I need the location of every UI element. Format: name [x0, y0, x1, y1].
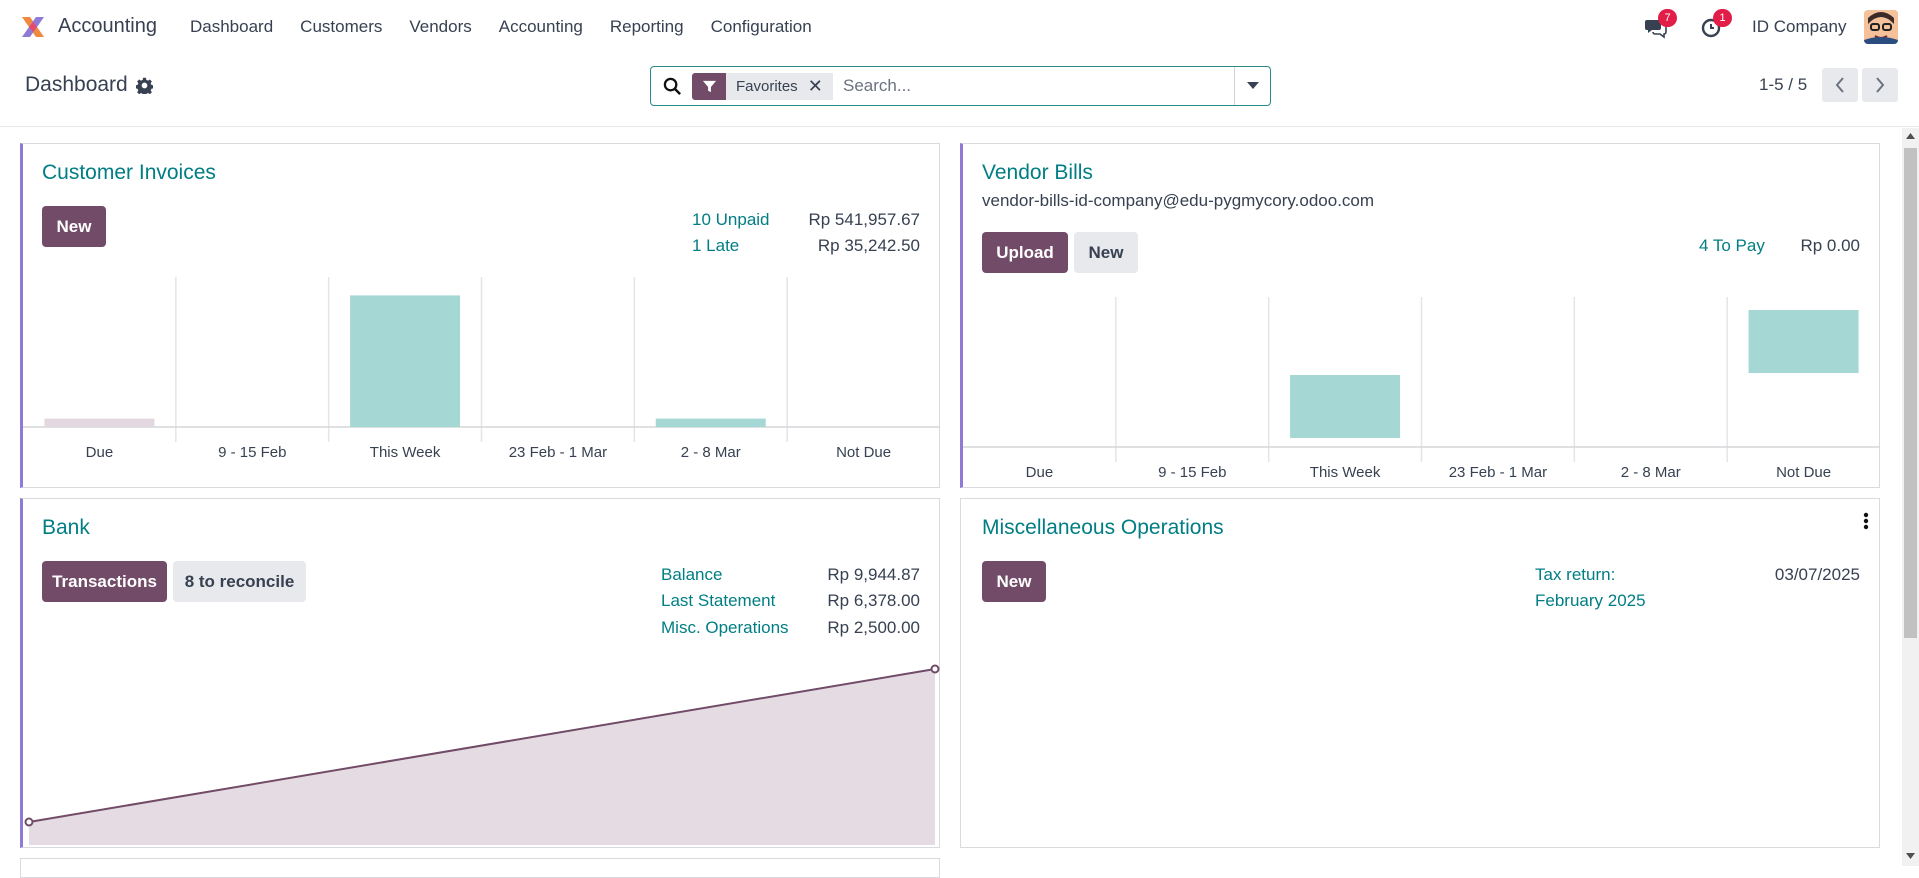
main-menu: Dashboard Customers Vendors Accounting R… [190, 17, 839, 37]
chart-tick-label: Not Due [1776, 464, 1832, 481]
gear-icon[interactable] [135, 77, 153, 94]
unpaid-invoices-amount: Rp 541,957.67 [808, 210, 920, 229]
menu-vendors[interactable]: Vendors [409, 17, 472, 36]
chart-tick-label: This Week [369, 444, 441, 461]
scroll-down-icon[interactable] [1906, 853, 1915, 859]
menu-customers[interactable]: Customers [300, 17, 383, 36]
chart-bar[interactable] [1290, 375, 1401, 438]
new-invoice-button[interactable]: New [42, 206, 106, 247]
chart-tick-label: This Week [1309, 464, 1381, 481]
pager-value[interactable]: 1-5 / 5 [1759, 75, 1808, 94]
scroll-up-icon[interactable] [1906, 133, 1915, 139]
clock-icon [1701, 18, 1721, 38]
menu-reporting[interactable]: Reporting [609, 17, 684, 36]
facet-value-text: Favorites [736, 78, 798, 95]
bills-to-pay-link[interactable]: 4 To Pay [1699, 236, 1765, 255]
chart-bar[interactable] [655, 418, 766, 427]
upload-bill-button[interactable]: Upload [982, 232, 1068, 273]
user-avatar-icon [1864, 10, 1898, 44]
chart-bar[interactable] [44, 418, 155, 427]
chart-tick-label: Not Due [836, 444, 892, 461]
user-avatar[interactable] [1864, 10, 1898, 44]
menu-dashboard[interactable]: Dashboard [190, 17, 274, 36]
caret-down-icon [1246, 82, 1259, 89]
balance-amount: Rp 9,944.87 [827, 565, 920, 584]
control-panel: Dashboard Favorites ✕ [0, 55, 1919, 127]
vendor-bills-email: vendor-bills-id-company@edu-pygmycory.od… [982, 191, 1375, 210]
page-title: Dashboard [25, 73, 128, 96]
chart-area [29, 669, 935, 845]
bank-balance-chart[interactable] [23, 659, 940, 849]
search-options-toggle[interactable] [1234, 67, 1270, 105]
tax-return-date: 03/07/2025 [1774, 565, 1860, 584]
vendor-bills-card: Vendor Bills vendor-bills-id-company@edu… [960, 143, 1880, 488]
chart-tick-label: 2 - 8 Mar [1620, 464, 1681, 481]
misc-operations-amount: Rp 2,500.00 [827, 618, 920, 637]
activities-button[interactable]: 1 [1699, 9, 1732, 39]
new-bill-button[interactable]: New [1074, 232, 1138, 273]
chart-bar[interactable] [1748, 310, 1859, 373]
search-icon[interactable] [663, 77, 682, 96]
messages-button[interactable]: 7 [1644, 9, 1677, 39]
chart-tick-label: 9 - 15 Feb [218, 444, 287, 461]
close-icon[interactable]: ✕ [807, 76, 823, 96]
pager-previous-button[interactable] [1822, 68, 1858, 102]
menu-accounting[interactable]: Accounting [498, 17, 583, 36]
pager-next-button[interactable] [1862, 68, 1898, 102]
chart-tick-label: Due [1025, 464, 1054, 481]
misc-operations-title[interactable]: Miscellaneous Operations [982, 516, 1224, 539]
page-scrollbar-thumb[interactable] [1904, 148, 1917, 638]
tax-return-label[interactable]: Tax return: [1535, 565, 1616, 584]
chart-tick-label: 23 Feb - 1 Mar [508, 444, 608, 461]
customer-invoices-title[interactable]: Customer Invoices [42, 161, 216, 184]
invoices-bar-chart[interactable] [23, 277, 940, 442]
top-navbar: Accounting Dashboard Customers Vendors A… [0, 0, 1919, 55]
kebab-menu-icon[interactable] [1863, 512, 1869, 530]
unpaid-invoices-link[interactable]: 10 Unpaid [692, 210, 770, 229]
last-statement-amount: Rp 6,378.00 [827, 591, 920, 610]
misc-operations-label[interactable]: Misc. Operations [661, 618, 789, 637]
tax-return-period[interactable]: February 2025 [1535, 591, 1646, 610]
messages-badge: 7 [1658, 9, 1677, 27]
bills-to-pay-amount: Rp 0.00 [1800, 236, 1860, 255]
chart-tick-label: 9 - 15 Feb [1158, 464, 1227, 481]
late-invoices-amount: Rp 35,242.50 [817, 236, 920, 255]
last-statement-label[interactable]: Last Statement [661, 591, 776, 610]
company-switcher[interactable]: ID Company [1752, 17, 1847, 36]
filter-facet-label [692, 73, 726, 100]
chart-bar[interactable] [350, 295, 461, 427]
activities-badge: 1 [1713, 9, 1732, 27]
app-name[interactable]: Accounting [58, 15, 157, 37]
facet-value: Favorites ✕ [726, 73, 833, 100]
next-card-edge [20, 858, 940, 878]
late-invoices-link[interactable]: 1 Late [692, 236, 740, 255]
chart-series-line [28, 668, 936, 823]
search-input[interactable] [843, 75, 1233, 97]
customer-invoices-card: Customer Invoices New 10 Unpaid Rp 541,9… [20, 143, 940, 488]
balance-label[interactable]: Balance [661, 565, 723, 584]
filter-icon [702, 80, 716, 93]
chart-tick-label: 23 Feb - 1 Mar [1448, 464, 1548, 481]
transactions-button[interactable]: Transactions [42, 561, 167, 602]
chart-tick-label: Due [85, 444, 114, 461]
chart-point[interactable] [24, 817, 34, 827]
bills-bar-chart[interactable] [963, 297, 1880, 462]
bank-title[interactable]: Bank [42, 516, 90, 539]
search-facet: Favorites ✕ [692, 73, 833, 100]
new-misc-button[interactable]: New [982, 561, 1046, 602]
search-bar: Favorites ✕ [650, 66, 1271, 106]
menu-configuration[interactable]: Configuration [710, 17, 812, 36]
vendor-bills-title[interactable]: Vendor Bills [982, 161, 1093, 184]
chart-tick-label: 2 - 8 Mar [680, 444, 741, 461]
breadcrumb: Dashboard [25, 73, 153, 97]
reconcile-button[interactable]: 8 to reconcile [173, 561, 306, 602]
misc-operations-card: Miscellaneous Operations New Tax return:… [960, 498, 1880, 848]
bank-card: Bank Transactions 8 to reconcile Balance… [20, 498, 940, 848]
app-logo-icon[interactable] [20, 14, 46, 40]
chart-point[interactable] [930, 664, 940, 674]
chevron-right-icon [1876, 77, 1885, 93]
chevron-left-icon [1835, 77, 1844, 93]
